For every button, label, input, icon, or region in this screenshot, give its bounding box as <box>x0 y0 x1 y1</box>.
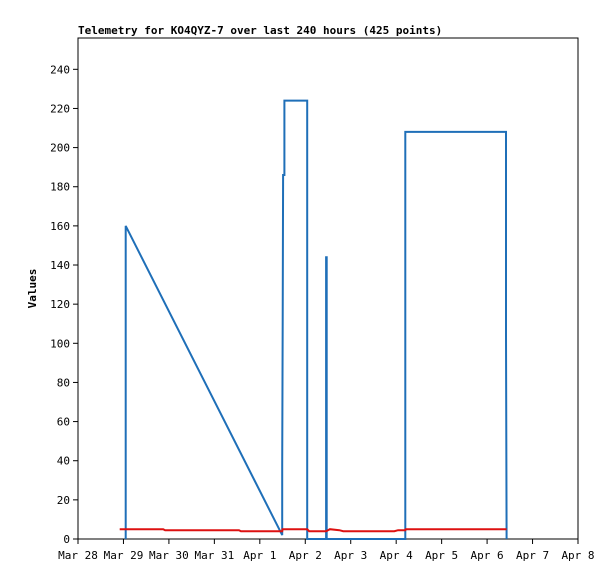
x-tick-label: Mar 30 <box>149 549 189 562</box>
x-tick-label: Apr 3 <box>334 549 367 562</box>
x-tick-label: Mar 28 <box>58 549 98 562</box>
chart-title: Telemetry for KO4QYZ-7 over last 240 hou… <box>78 24 442 37</box>
y-axis-label: Values <box>26 269 39 309</box>
y-tick-label: 40 <box>57 455 70 468</box>
x-tick-label: Apr 6 <box>471 549 504 562</box>
y-tick-label: 140 <box>50 259 70 272</box>
plot-frame <box>77 37 579 540</box>
y-tick-label: 60 <box>57 416 70 429</box>
series-line-1 <box>124 99 508 540</box>
x-tick-label: Apr 4 <box>380 549 413 562</box>
y-tick-label: 100 <box>50 337 70 350</box>
x-axis-ticks: Mar 28 Mar 29 Mar 30 Mar 31 Apr 1 Apr 2 Apr 3 A… <box>58 539 595 562</box>
x-tick-label: Apr 1 <box>243 549 276 562</box>
y-tick-label: 180 <box>50 181 70 194</box>
series-line-2 <box>119 528 507 533</box>
y-tick-label: 160 <box>50 220 70 233</box>
x-tick-label: Mar 29 <box>104 549 144 562</box>
x-tick-label: Apr 2 <box>289 549 322 562</box>
y-tick-label: 120 <box>50 298 70 311</box>
y-axis-ticks: 0 20 40 60 80 100 120 140 160 180 200 220 240 <box>50 63 78 546</box>
y-tick-label: 240 <box>50 63 70 76</box>
x-tick-label: Apr 8 <box>561 549 594 562</box>
x-tick-label: Apr 5 <box>425 549 458 562</box>
series-layer <box>119 99 508 540</box>
x-tick-label: Mar 31 <box>194 549 234 562</box>
y-tick-label: 80 <box>57 376 70 389</box>
x-tick-label: Apr 7 <box>516 549 549 562</box>
y-tick-label: 220 <box>50 102 70 115</box>
y-tick-label: 0 <box>63 533 70 546</box>
y-tick-label: 20 <box>57 494 70 507</box>
y-tick-label: 200 <box>50 142 70 155</box>
